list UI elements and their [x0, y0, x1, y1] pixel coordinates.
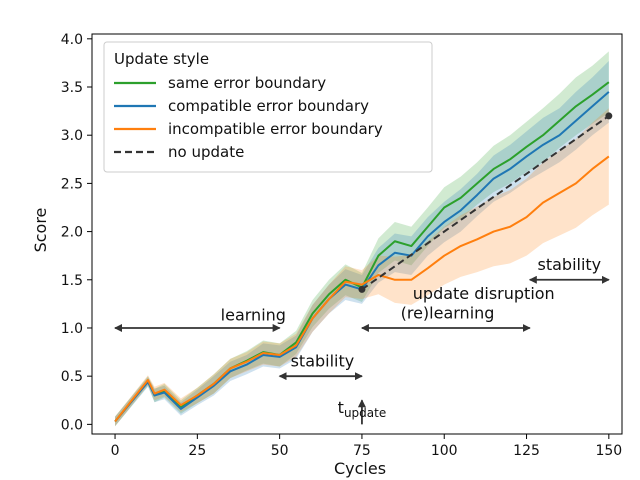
line-incompatible-error-boundary — [114, 155, 610, 423]
x-tick-label: 125 — [513, 443, 540, 459]
y-tick-label: 2.5 — [61, 176, 83, 192]
x-axis-title: Cycles — [334, 459, 386, 478]
x-tick-label: 0 — [111, 443, 120, 459]
legend-entries: same error boundary compatible error boun… — [114, 74, 383, 161]
y-axis-title: Score — [31, 208, 50, 253]
annotation-learning: learning — [221, 305, 286, 324]
y-tick-label: 0.5 — [61, 369, 83, 385]
y-tick-label: 3.5 — [61, 80, 83, 96]
legend-label: same error boundary — [168, 74, 326, 92]
legend: Update style same error boundary compatib… — [103, 41, 433, 173]
legend-box — [103, 41, 433, 173]
x-tick-label: 50 — [271, 443, 289, 459]
annotation-stability2: stability — [538, 255, 602, 274]
annotation-stability1: stability — [291, 352, 355, 371]
line-no-update — [361, 115, 610, 291]
no-update-endpoint — [605, 112, 613, 120]
legend-label: no update — [168, 143, 244, 161]
annotation-relearning: (re)learning — [401, 303, 495, 322]
annotation-update-disruption: update disruption — [413, 284, 555, 303]
y-tick-label: 2.0 — [61, 225, 83, 241]
legend-title: Update style — [114, 50, 209, 68]
legend-label: compatible error boundary — [168, 97, 369, 115]
y-tick-label: 0.0 — [61, 417, 83, 433]
y-tick-label: 1.5 — [61, 273, 83, 289]
series-lines — [114, 81, 613, 423]
axes: 0 25 50 75 100 125 150 0.0 0.5 1.0 1.5 2.0 2.5 3.0 3.5… — [61, 32, 622, 459]
y-tick-label: 4.0 — [61, 32, 83, 48]
legend-label: incompatible error boundary — [168, 120, 383, 138]
x-tick-label: 25 — [188, 443, 206, 459]
plot-frame — [91, 33, 623, 435]
y-tick-label: 1.0 — [61, 321, 83, 337]
x-tick-label: 75 — [353, 443, 371, 459]
no-update-endpoint — [358, 285, 366, 293]
x-tick-label: 100 — [431, 443, 458, 459]
y-tick-label: 3.0 — [61, 128, 83, 144]
band-incompatible-error-boundary — [115, 108, 609, 427]
x-tick-label: 150 — [595, 443, 622, 459]
